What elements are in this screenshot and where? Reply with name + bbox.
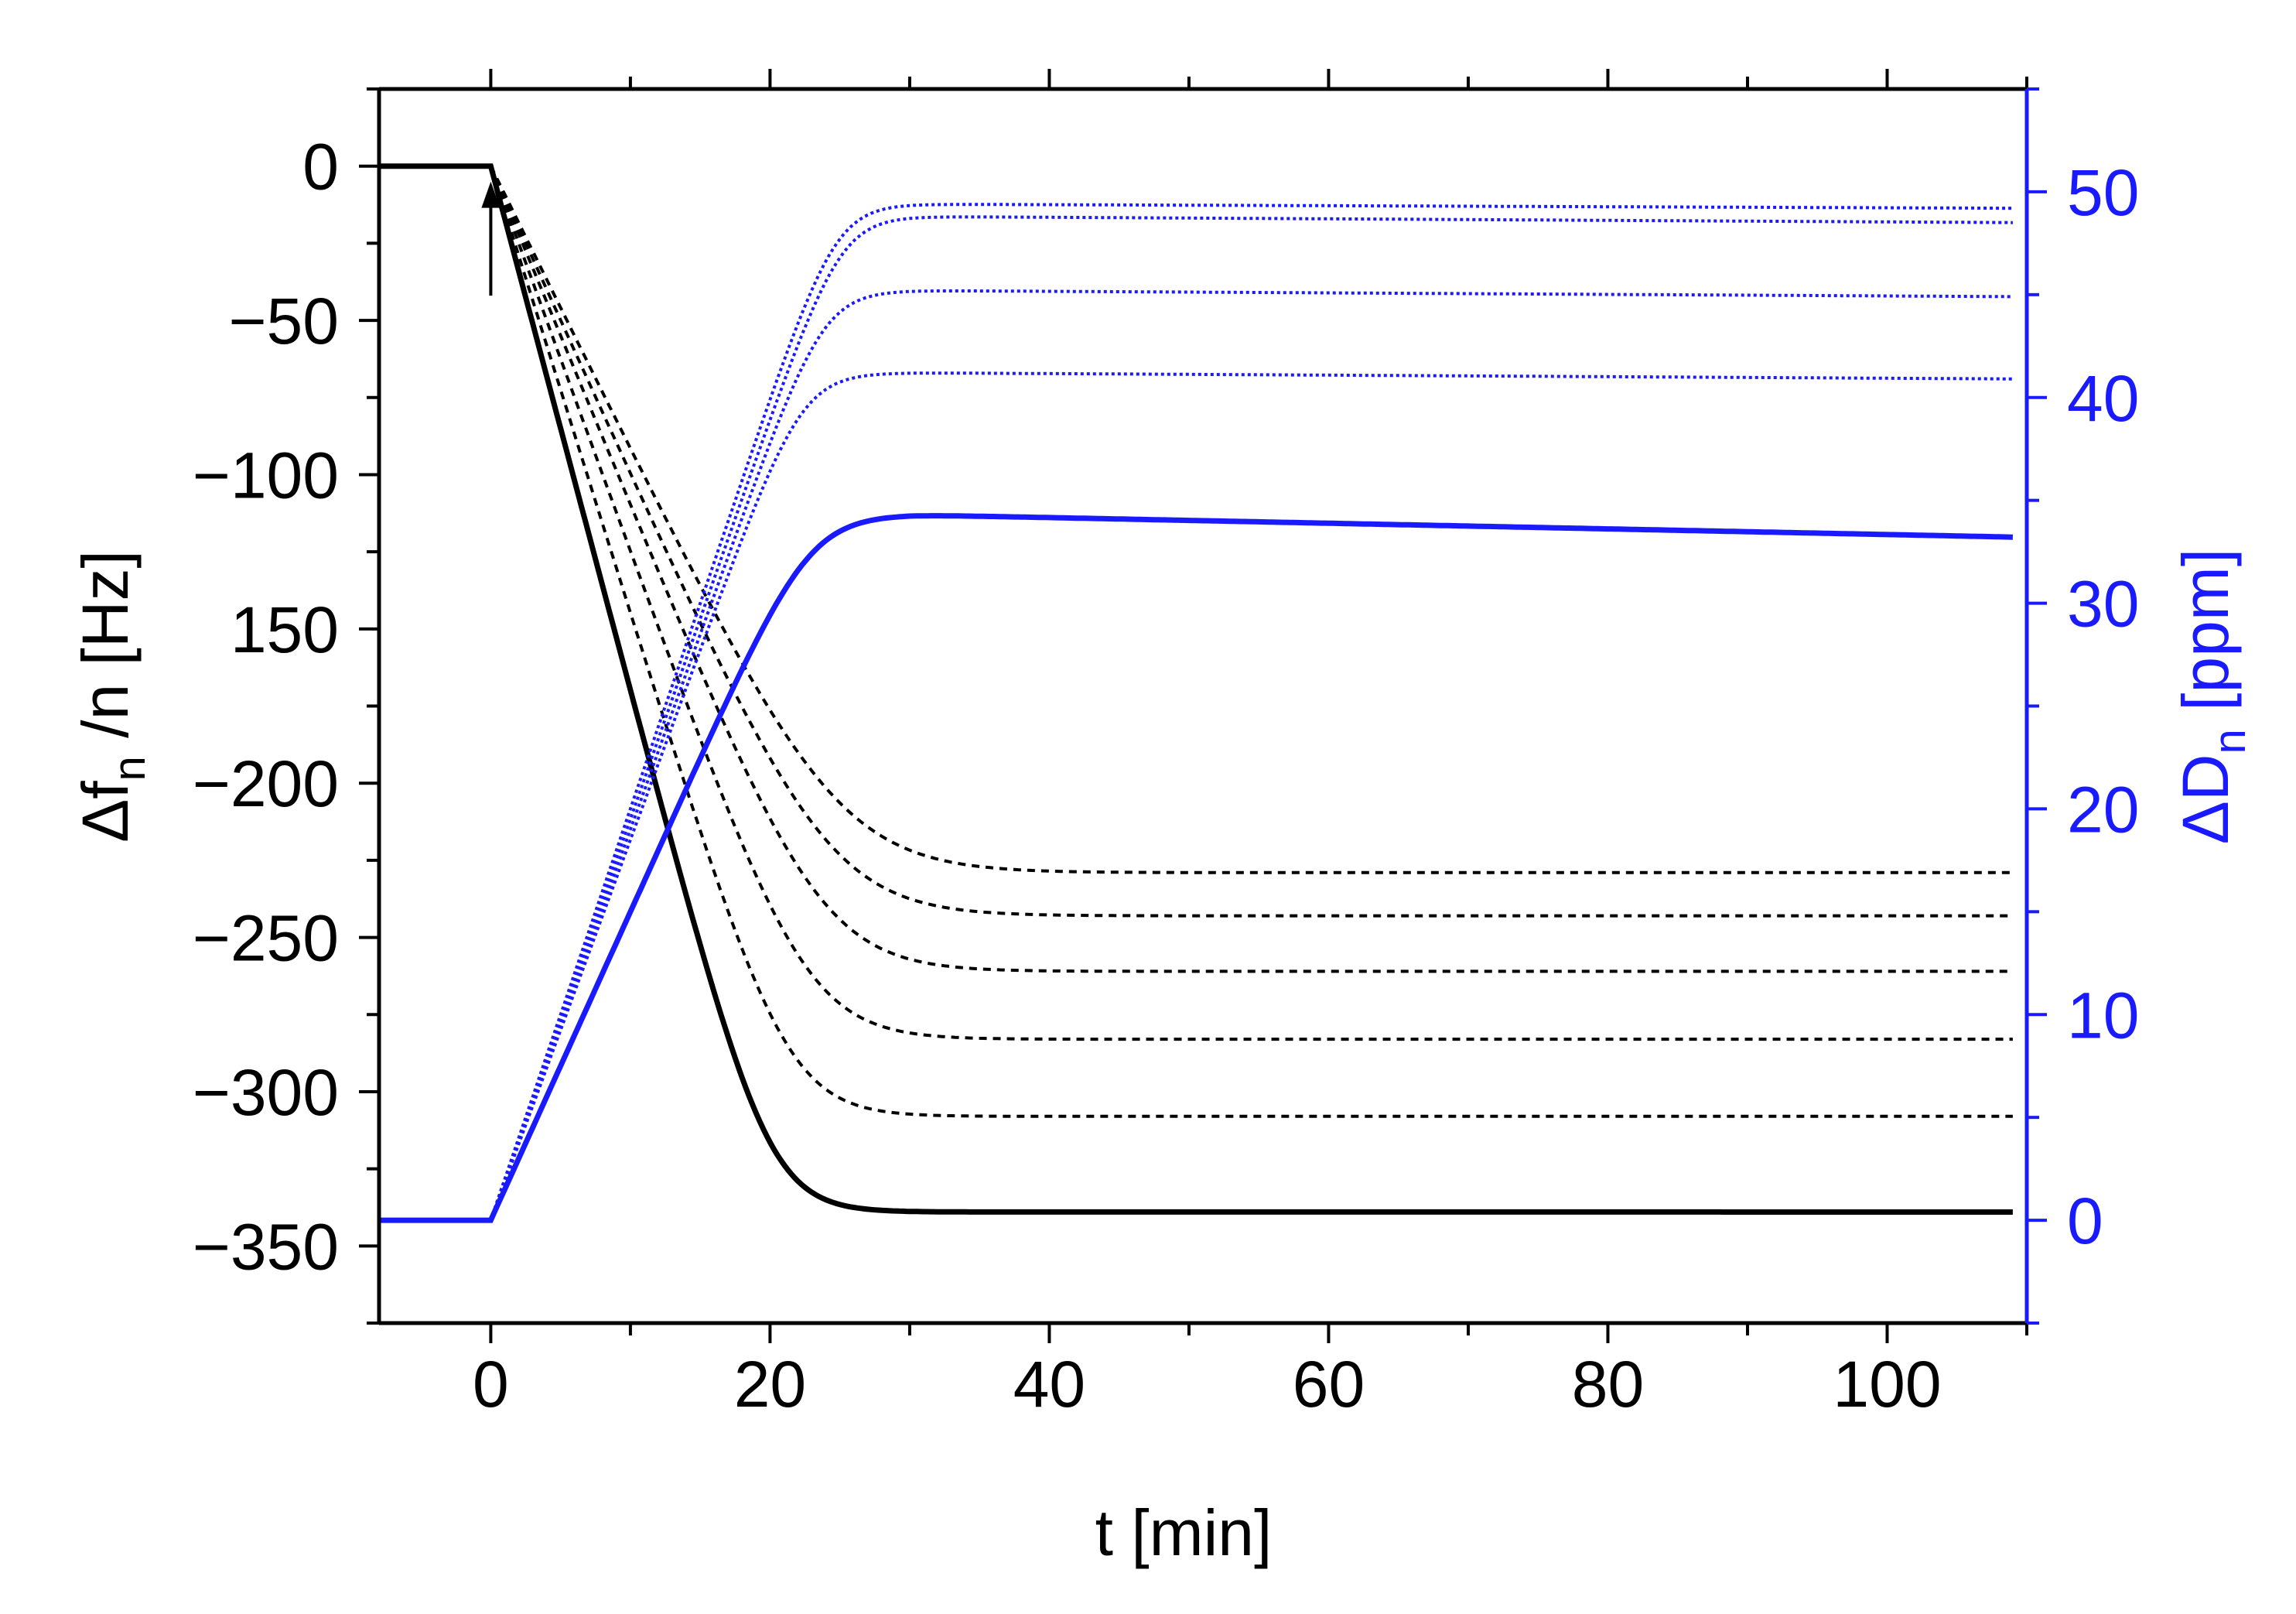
y2-tick-label: 10: [2067, 979, 2139, 1051]
y2-tick-label: 0: [2067, 1185, 2103, 1257]
dissipation-series-3: [379, 289, 2013, 1222]
y-tick-label: −100: [193, 439, 339, 511]
x-tick-label: 100: [1833, 1348, 1941, 1421]
frequency-series-2: [379, 164, 2013, 1118]
dissipation-series-1: [379, 513, 2013, 1223]
y-tick-label: −50: [229, 285, 340, 357]
x-tick-label: 0: [473, 1348, 509, 1421]
series-layer: [379, 163, 2013, 1223]
y-tick-label: 150: [231, 593, 339, 666]
x-tick-label: 20: [734, 1348, 806, 1421]
y-axis-title: Δfn /n [Hz]: [69, 550, 155, 843]
dissipation-series-4: [379, 215, 2013, 1222]
frequency-series-5: [379, 164, 2013, 918]
svg-text:Δfn /n [Hz]: Δfn /n [Hz]: [69, 550, 155, 843]
y2-tick-label: 30: [2067, 568, 2139, 641]
y-axis-title-sub: n: [104, 756, 155, 781]
dissipation-series-2: [379, 371, 2013, 1222]
x-axis-title: t [min]: [1095, 1496, 1273, 1569]
axes-layer: 0 20 40 60 80 100 0 −50 −100 150 −200 −250 −300 −350 0…: [193, 69, 2139, 1421]
x-tick-label: 80: [1572, 1348, 1644, 1421]
y-axis-title-rest: /n [Hz]: [69, 550, 142, 756]
svg-text:ΔDn [ppm]: ΔDn [ppm]: [2169, 549, 2255, 844]
frequency-series-6: [379, 164, 2013, 874]
y2-axis-title-sub: n: [2205, 729, 2255, 754]
y2-tick-label: 50: [2067, 156, 2139, 229]
y-tick-label: −200: [193, 747, 339, 820]
y-tick-label: −250: [193, 902, 339, 975]
dissipation-series-5: [379, 203, 2013, 1222]
y2-axis-title-main: ΔD: [2169, 754, 2242, 844]
y-tick-label: −300: [193, 1056, 339, 1129]
frequency-series-4: [379, 164, 2013, 973]
frequency-series-1: [379, 163, 2013, 1215]
y-tick-label: 0: [302, 131, 339, 203]
y2-axis-title-rest: [ppm]: [2169, 549, 2242, 729]
y-tick-label: −350: [193, 1210, 339, 1283]
frequency-series-3: [379, 164, 2013, 1041]
x-tick-label: 60: [1293, 1348, 1365, 1421]
y2-tick-label: 40: [2067, 362, 2139, 435]
y2-axis-title: ΔDn [ppm]: [2169, 549, 2255, 844]
y-axis-title-main: Δf: [69, 781, 142, 843]
arrow-head: [481, 181, 501, 208]
x-tick-label: 40: [1013, 1348, 1085, 1421]
y2-tick-label: 20: [2067, 773, 2139, 846]
